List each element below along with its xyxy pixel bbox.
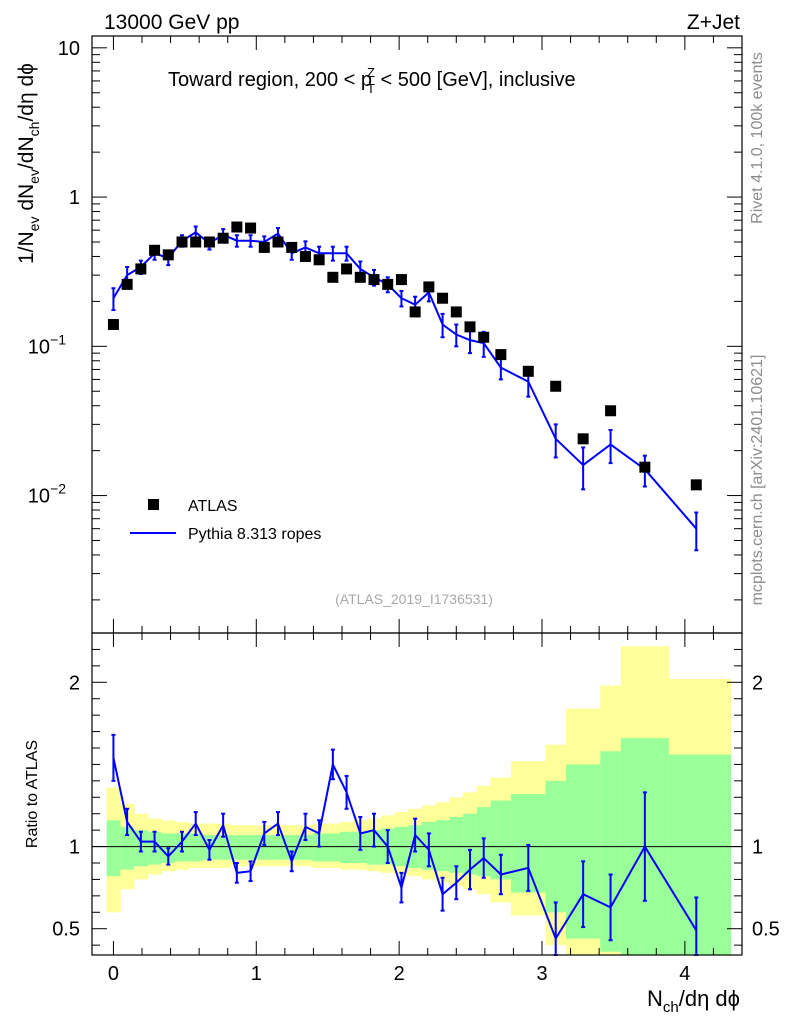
inner-band-bin — [271, 835, 286, 860]
data-point — [245, 222, 257, 234]
ratio-y-tick-label-right: 0.5 — [752, 919, 780, 941]
data-point — [522, 365, 534, 377]
y-tick-label: 10−2 — [28, 481, 66, 508]
data-point — [354, 271, 366, 283]
inner-band-bin — [490, 800, 512, 880]
data-point — [149, 244, 161, 256]
inner-band-bin — [326, 833, 341, 862]
main-frame — [91, 35, 743, 634]
data-point — [162, 249, 174, 261]
data-point — [464, 321, 476, 333]
data-point — [423, 281, 435, 293]
data-point — [190, 236, 202, 248]
main-series — [107, 221, 702, 552]
mcplots-reference-label: mcplots.cern.ch [arXiv:2401.10621] — [749, 355, 766, 606]
ratio-ticks: 0.5 0.5 1 1 2 2 0 1 2 3 4 — [52, 633, 780, 985]
inner-band-bin — [243, 835, 258, 860]
data-point — [409, 306, 421, 318]
main-title: Toward region, 200 < pTZ < 500 [GeV], in… — [168, 65, 576, 96]
main-title-sup: Z — [367, 65, 375, 80]
x-axis-label: Nch/dη dϕ — [647, 986, 740, 1016]
data-point — [690, 479, 702, 491]
inner-band-bin — [435, 820, 450, 872]
x-tick-label: 3 — [536, 963, 547, 985]
data-point — [217, 232, 229, 244]
ratio-y-tick-label: 1 — [69, 837, 80, 859]
main-y-axis-label: 1/Nev dNev/dNch/dη dϕ — [15, 63, 42, 264]
main-title-sub: T — [367, 81, 375, 96]
data-point — [382, 278, 394, 290]
ratio-y-tick-label: 0.5 — [52, 919, 80, 941]
data-point — [639, 461, 651, 473]
inner-band-bin — [188, 833, 204, 862]
main-panel: (ATLAS_2019_I1736531) 10 1 10−1 10−2 Toward… — [15, 35, 743, 634]
inner-band-bin — [230, 835, 245, 860]
data-point — [577, 433, 589, 445]
data-point — [176, 236, 188, 248]
data-point — [605, 405, 617, 417]
data-point — [286, 241, 298, 253]
inner-band-bin — [463, 813, 478, 875]
ratio-series — [111, 733, 699, 956]
y-tick-label: 10 — [58, 38, 80, 60]
data-point — [450, 306, 462, 318]
data-point — [121, 278, 133, 290]
ratio-uncertainty-bands — [106, 646, 732, 955]
ratio-frame — [91, 632, 743, 956]
data-point — [299, 250, 311, 262]
main-y-ticks: 10 1 10−1 10−2 — [28, 36, 742, 633]
rivet-version-label: Rivet 4.1.0, 100k events — [749, 52, 766, 224]
data-point — [395, 274, 407, 286]
data-point — [203, 236, 215, 248]
data-point — [368, 274, 380, 286]
data-point — [313, 254, 325, 266]
data-point — [272, 236, 284, 248]
y-tick-label: 1 — [69, 187, 80, 209]
x-tick-label: 2 — [394, 963, 405, 985]
header-energy-label: 13000 GeV pp — [104, 11, 239, 34]
inner-band-bin — [106, 820, 121, 877]
data-point — [135, 263, 147, 275]
x-tick-label: 0 — [108, 963, 119, 985]
header-process-label: Z+Jet — [687, 11, 740, 34]
data-point — [478, 331, 490, 343]
data-point — [495, 349, 507, 361]
data-point — [327, 271, 339, 283]
data-point — [107, 319, 119, 331]
inner-band-bin — [600, 751, 622, 952]
inner-band-bin — [298, 835, 313, 860]
x-tick-label: 4 — [679, 963, 690, 985]
ratio-panel: 0.5 0.5 1 1 2 2 0 1 2 3 4 Ratio to ATLAS Nch/dη dϕ — [24, 632, 780, 1016]
legend-mc-label: Pythia 8.313 ropes — [188, 526, 321, 543]
ratio-y-tick-label-right: 1 — [752, 837, 763, 859]
data-point — [231, 221, 243, 233]
data-point — [550, 380, 562, 392]
legend-data-marker — [148, 499, 159, 510]
data-point — [258, 241, 270, 253]
y-tick-label: 10−1 — [28, 331, 66, 358]
inner-band-bin — [668, 754, 732, 955]
legend: ATLAS Pythia 8.313 ropes — [130, 498, 321, 543]
inner-band-bin — [339, 831, 354, 863]
data-point — [437, 292, 449, 304]
ratio-y-axis-label: Ratio to ATLAS — [24, 740, 41, 848]
data-point — [341, 263, 353, 275]
legend-data-label: ATLAS — [188, 498, 238, 515]
x-tick-label: 1 — [251, 963, 262, 985]
inner-band-bin — [216, 835, 231, 860]
inner-band-bin — [120, 826, 135, 870]
inner-band-bin — [449, 817, 464, 873]
ratio-y-tick-label-right: 2 — [752, 672, 763, 694]
ratio-y-tick-label: 2 — [69, 672, 80, 694]
watermark-analysis-id: (ATLAS_2019_I1736531) — [335, 591, 493, 607]
